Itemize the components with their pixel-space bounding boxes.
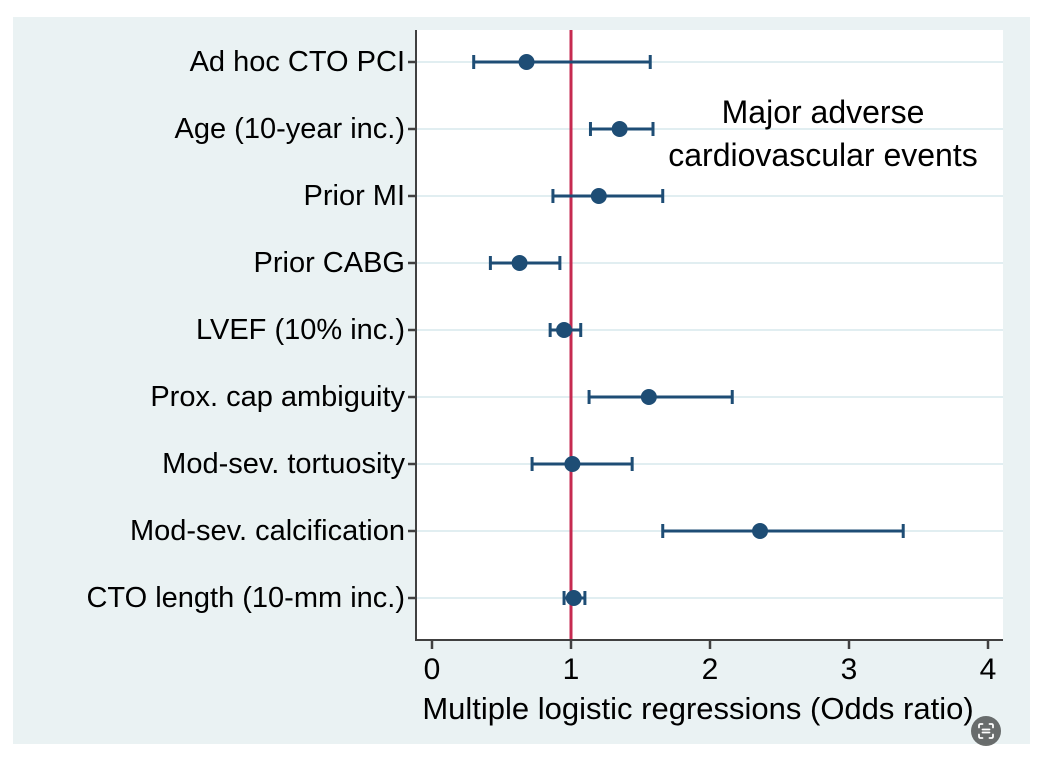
odds-ratio-marker — [611, 121, 628, 137]
odds-ratio-marker — [511, 255, 528, 271]
x-axis-title: Multiple logistic regressions (Odds rati… — [422, 691, 974, 726]
y-axis-label: Ad hoc CTO PCI — [189, 46, 405, 78]
odds-ratio-marker — [556, 322, 573, 338]
x-tick-label: 1 — [562, 653, 580, 686]
odds-ratio-marker — [518, 54, 535, 70]
odds-ratio-marker — [752, 523, 769, 539]
odds-ratio-marker — [565, 590, 582, 606]
x-tick-label: 2 — [701, 653, 719, 686]
y-axis-label: CTO length (10-mm inc.) — [86, 582, 405, 614]
odds-ratio-marker — [564, 456, 581, 472]
odds-ratio-marker — [590, 188, 607, 204]
lens-glyph — [978, 723, 994, 739]
y-axis-label: Mod-sev. tortuosity — [162, 448, 405, 480]
y-axis-label: Age (10-year inc.) — [174, 113, 406, 145]
chart-title-line1: Major adverse — [721, 94, 925, 130]
chart-title: Major adverse cardiovascular events — [613, 91, 1033, 177]
y-axis-label: Prior CABG — [253, 247, 405, 279]
plot-area — [416, 30, 1003, 640]
y-axis-label: Prox. cap ambiguity — [150, 381, 405, 413]
y-axis-label: LVEF (10% inc.) — [196, 314, 405, 346]
chart-canvas: Ad hoc CTO PCI Age (10-year inc.) Prior MI… — [13, 17, 1033, 746]
odds-ratio-marker — [640, 389, 657, 405]
chart-title-line2: cardiovascular events — [668, 137, 978, 173]
x-tick-label: 4 — [979, 653, 997, 686]
y-axis-label: Prior MI — [303, 180, 406, 212]
forest-plot-marks — [408, 30, 1003, 649]
x-tick-label: 0 — [423, 653, 441, 686]
y-axis-label: Mod-sev. calcification — [129, 515, 405, 547]
x-tick-label: 3 — [840, 653, 858, 686]
image-search-lens-icon[interactable] — [971, 716, 1001, 746]
